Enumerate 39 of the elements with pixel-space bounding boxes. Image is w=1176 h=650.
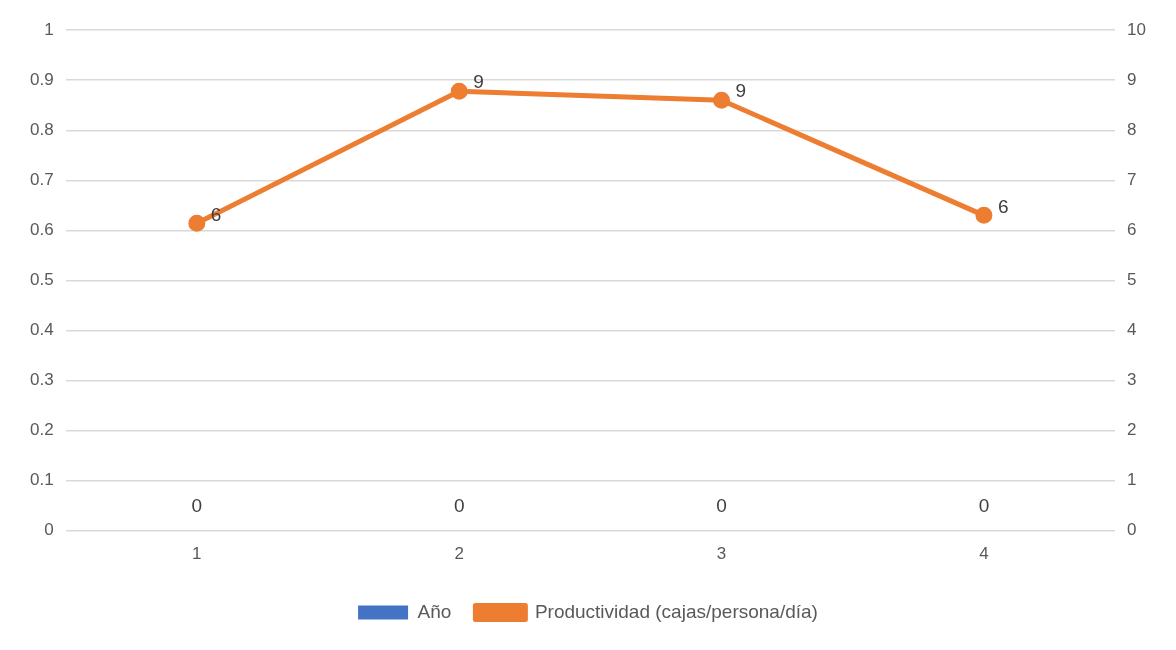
data-label: 9: [473, 71, 484, 93]
y-tick-label: 0.3: [29, 370, 54, 390]
point: [450, 82, 468, 100]
data-label: 9: [735, 80, 747, 102]
y-tick-label: 0: [44, 520, 54, 540]
y-tick-label: 0.9: [29, 69, 54, 89]
y2-tick-label: 8: [1127, 119, 1137, 139]
x-tick-label: 3: [716, 544, 727, 564]
data-label: 0: [453, 495, 465, 517]
y2-tick-label: 5: [1127, 270, 1137, 290]
point: [713, 91, 731, 109]
y-tick-label: 0.4: [29, 320, 54, 340]
y-tick-label: 0.8: [29, 119, 54, 139]
y-tick-label: 1: [44, 19, 54, 39]
point: [188, 214, 206, 232]
y2-tick-label: 7: [1127, 170, 1137, 190]
y2-tick-label: 0: [1127, 520, 1137, 540]
data-label: 0: [716, 495, 727, 517]
y-tick-label: 0.2: [29, 420, 54, 440]
point: [975, 206, 993, 224]
data-label: 0: [191, 495, 203, 517]
y-tick-label: 0.6: [29, 220, 54, 240]
legend-label: Año: [417, 600, 452, 622]
y2-tick-label: 9: [1127, 69, 1137, 89]
y-tick-label: 0.5: [29, 270, 54, 290]
x-tick-label: 1: [192, 544, 202, 564]
y2-tick-label: 6: [1127, 220, 1137, 240]
data-label: 6: [997, 195, 1009, 217]
legend-label: Productividad (cajas/persona/día): [534, 600, 818, 622]
y2-tick-label: 3: [1127, 370, 1137, 390]
y-tick-label: 0.1: [29, 470, 54, 490]
y2-tick-label: 2: [1127, 420, 1137, 440]
y-tick-label: 0.7: [29, 170, 54, 190]
x-tick-label: 2: [454, 544, 464, 564]
data-label: 0: [978, 495, 990, 517]
y2-tick-label: 10: [1127, 19, 1147, 39]
y2-tick-label: 4: [1127, 320, 1137, 340]
y2-tick-label: 1: [1127, 470, 1137, 490]
x-tick-label: 4: [979, 544, 989, 564]
